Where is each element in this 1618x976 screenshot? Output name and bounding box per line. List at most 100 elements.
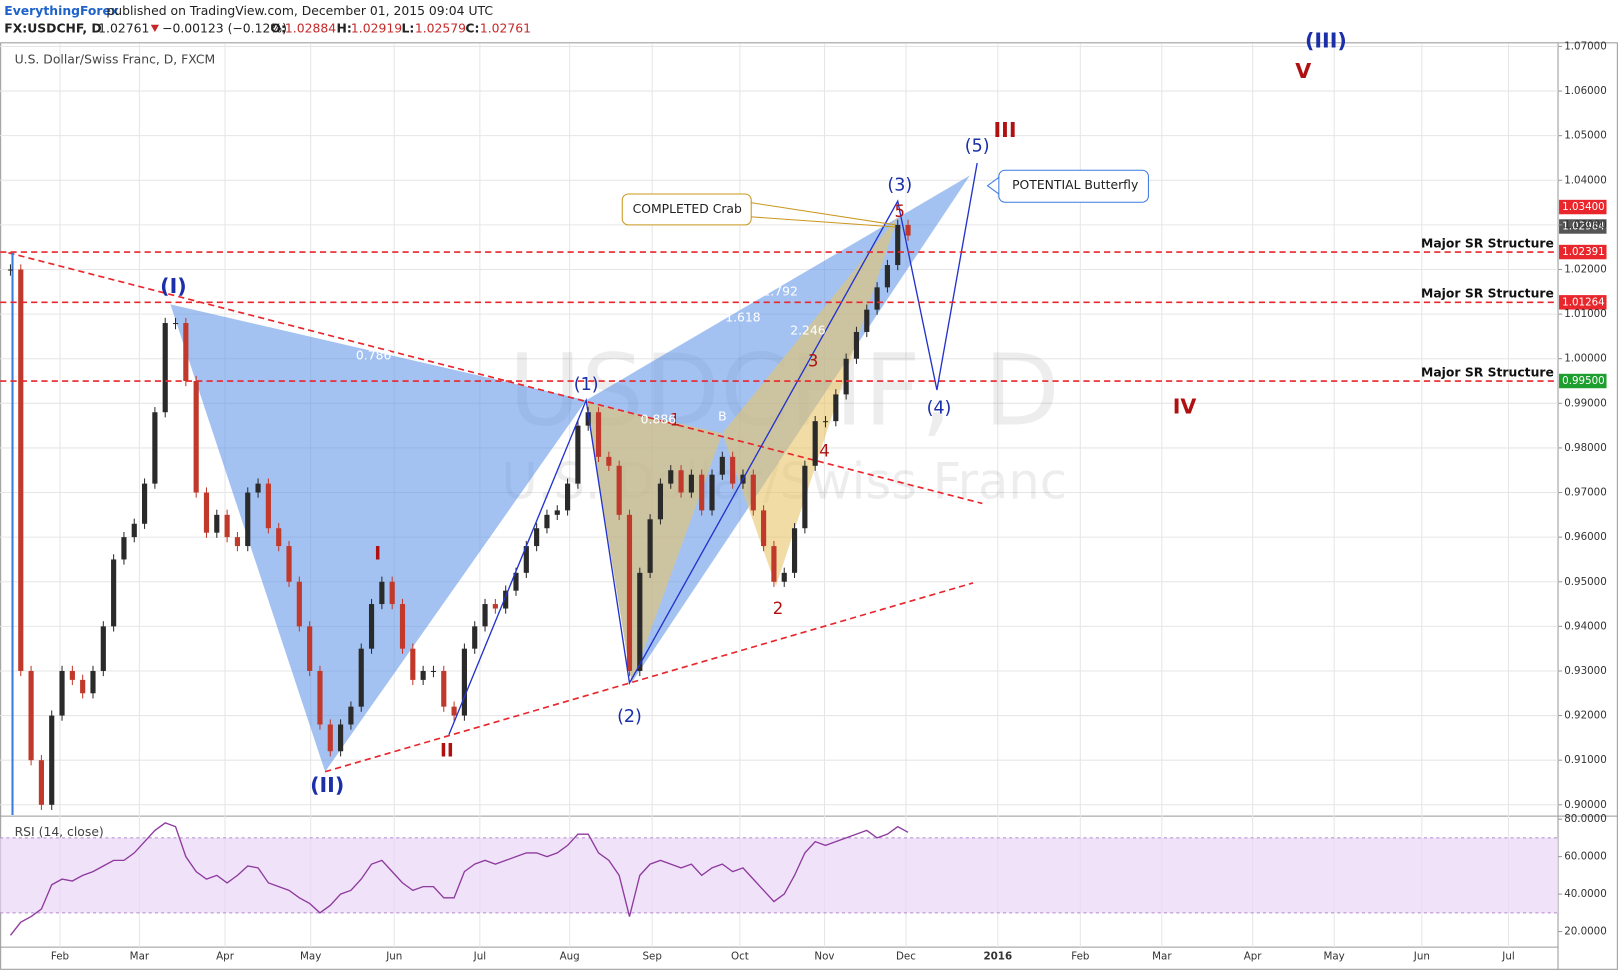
- wave-label: 1.618: [725, 310, 761, 324]
- wave-label: (I): [160, 274, 187, 298]
- x-tick-label: Apr: [216, 950, 235, 962]
- h-label: H:: [336, 21, 351, 35]
- trendlines: [8, 251, 983, 773]
- candle-body: [80, 679, 86, 694]
- y-tick-label: 0.94000: [1564, 620, 1607, 632]
- candle-body: [307, 626, 313, 671]
- candle-body: [255, 483, 261, 493]
- wave-label: V: [1295, 59, 1311, 83]
- wave-label: 3: [808, 352, 819, 371]
- price-tag-label: 1.02391: [1562, 246, 1605, 258]
- butterfly-pointer: [986, 177, 1000, 195]
- wave-label: III: [994, 118, 1017, 142]
- price-tag: [1559, 199, 1607, 215]
- candle-body: [503, 590, 509, 609]
- candle-body: [348, 706, 354, 725]
- candle-body: [327, 724, 333, 752]
- crab-box: [621, 193, 752, 226]
- candle-body: [441, 670, 447, 707]
- candle-body: [358, 648, 364, 707]
- price-tag-label: 1.03400: [1562, 201, 1605, 213]
- candle-body: [585, 412, 591, 426]
- y-tick-label: 1.06000: [1564, 85, 1607, 97]
- candle-body: [781, 572, 787, 582]
- candle-body: [657, 483, 664, 520]
- crab-pointer: [748, 216, 896, 228]
- candle-body: [368, 604, 375, 649]
- x-tick-label: Oct: [731, 950, 749, 962]
- candle-body: [296, 581, 302, 627]
- candle-body: [544, 514, 550, 529]
- candle-body: [699, 474, 705, 511]
- author[interactable]: EverythingForex: [4, 4, 119, 18]
- candle-body: [410, 648, 416, 680]
- candle-body: [534, 528, 540, 547]
- candle-body: [141, 483, 148, 524]
- x-tick-label: Feb: [1071, 950, 1089, 962]
- y-tick-label: 0.96000: [1564, 531, 1607, 543]
- x-tick-label: Jun: [1413, 950, 1430, 962]
- candle-body: [317, 670, 323, 725]
- candle-body: [719, 456, 725, 475]
- candle-body: [100, 626, 106, 671]
- rsi-tick-label: 80.0000: [1564, 813, 1607, 825]
- wave-label: 1: [670, 410, 681, 429]
- candle-body: [833, 394, 839, 422]
- wave-label: II: [440, 741, 454, 762]
- candle-body: [905, 224, 911, 236]
- candle-body: [523, 546, 529, 573]
- y-tick-label: 0.97000: [1564, 487, 1607, 499]
- candle-body: [637, 572, 643, 671]
- candle-body: [286, 546, 292, 582]
- y-tick-label: 0.98000: [1564, 442, 1607, 454]
- candle-body: [389, 581, 395, 605]
- price-tag: [1559, 373, 1607, 389]
- candle-body: [49, 715, 55, 805]
- price-tag: [1559, 244, 1607, 260]
- y-tick-label: 1.05000: [1564, 130, 1607, 142]
- candle-body: [822, 421, 829, 423]
- y-tick-label: 1.04000: [1564, 174, 1607, 186]
- x-tick-label: Jun: [385, 950, 402, 962]
- wave-label: 0.886: [641, 412, 677, 426]
- high: 1.02919: [351, 21, 402, 35]
- sr-levels: Major SR Structure 1.02391 Major SR Struct…: [0, 199, 1607, 389]
- y-tick-label: 1.07000: [1564, 40, 1607, 52]
- x-tick-label: Mar: [1152, 950, 1172, 962]
- published: published on TradingView.com, December 0…: [106, 4, 493, 18]
- y-tick-label: 0.90000: [1564, 799, 1607, 811]
- x-tick-label: Feb: [51, 950, 69, 962]
- crab-pointer: [748, 201, 896, 226]
- x-tick-label: Aug: [560, 950, 580, 962]
- candle-body: [874, 287, 880, 310]
- candle-body: [472, 626, 478, 649]
- rsi-tick-label: 60.0000: [1564, 851, 1607, 863]
- candle-body: [647, 519, 653, 573]
- last: 1.02761: [98, 21, 149, 35]
- rsi-tick-label: 20.0000: [1564, 926, 1607, 938]
- symbol: FX:USDCHF, D: [4, 21, 101, 35]
- candle-body: [224, 514, 230, 538]
- price-tag: [1559, 295, 1607, 310]
- candle-body: [513, 572, 519, 591]
- wave-label: 4: [819, 441, 830, 460]
- y-tick-label: 1.00000: [1564, 353, 1607, 365]
- candle-body: [843, 358, 849, 395]
- x-tick-label: Nov: [814, 950, 834, 962]
- candle-body: [616, 465, 622, 515]
- o-label: O:: [270, 21, 285, 35]
- candle-body: [276, 528, 282, 547]
- candle-body: [565, 483, 571, 511]
- candle-body: [7, 269, 14, 271]
- candle-body: [761, 510, 767, 547]
- crab-bcd: [722, 216, 898, 587]
- x-tick-label: Jul: [1501, 950, 1514, 962]
- wave-label: (2): [617, 707, 642, 727]
- x-tick-label: Jul: [473, 950, 486, 962]
- candle-body: [750, 474, 756, 511]
- crab-label: COMPLETED Crab: [633, 202, 742, 216]
- candle-body: [730, 456, 736, 484]
- x-tick-label: Sep: [642, 950, 661, 962]
- candle-body: [420, 670, 426, 680]
- candle-body: [709, 474, 715, 511]
